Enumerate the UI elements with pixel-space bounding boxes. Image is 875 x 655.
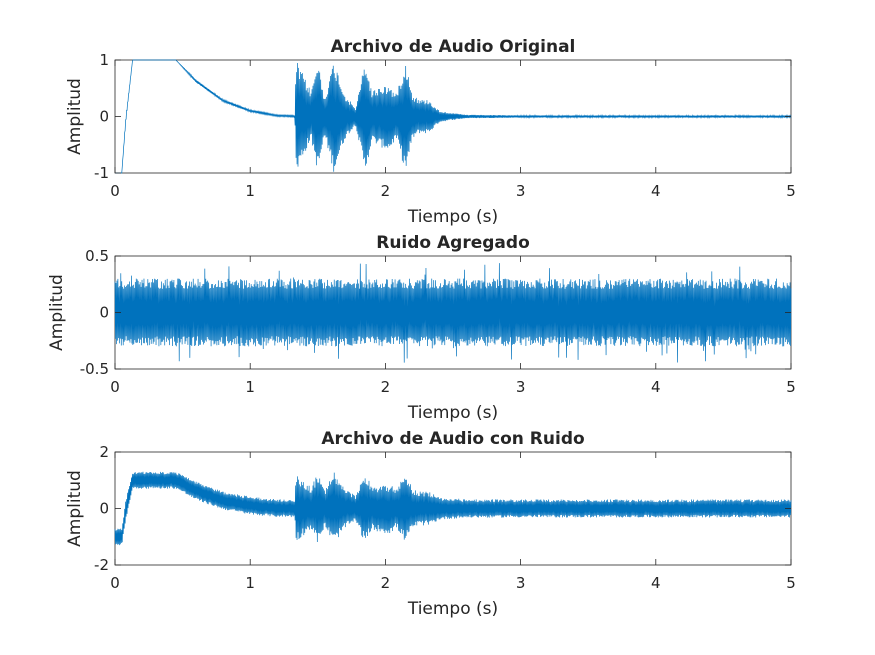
x-tick-label: 0 — [110, 182, 120, 200]
tick-group: 0 1 2 3 4 5-101 — [94, 51, 796, 200]
y-tick-label: -2 — [94, 556, 109, 574]
x-tick-label: 2 — [381, 574, 391, 592]
y-tick-label: 0.5 — [85, 247, 109, 265]
subplot-added-noise: Ruido Agregado Tiempo (s) Amplitud 0 1 2 3 4… — [47, 233, 796, 423]
x-tick-label: 1 — [245, 378, 255, 396]
x-tick-label: 5 — [786, 378, 796, 396]
chart-title: Archivo de Audio Original — [331, 37, 576, 57]
x-tick-label: 1 — [245, 574, 255, 592]
series-line-0 — [114, 263, 792, 363]
tick-group: 0 1 2 3 4 5-202 — [94, 443, 796, 592]
y-tick-label: 0 — [99, 108, 109, 126]
x-tick-label: 5 — [786, 574, 796, 592]
y-tick-label: 1 — [99, 51, 109, 69]
x-tick-label: 3 — [516, 378, 526, 396]
series-line-0 — [114, 471, 792, 546]
y-tick-label: -1 — [94, 164, 109, 182]
x-tick-label: 4 — [651, 378, 661, 396]
x-axis-label: Tiempo (s) — [407, 207, 498, 227]
y-axis-label: Amplitud — [65, 470, 85, 547]
x-tick-label: 0 — [110, 378, 120, 396]
series-line-0 — [115, 59, 792, 174]
x-tick-label: 4 — [651, 574, 661, 592]
x-tick-label: 4 — [651, 182, 661, 200]
plot-area — [115, 59, 792, 174]
x-tick-label: 2 — [381, 182, 391, 200]
x-tick-label: 1 — [245, 182, 255, 200]
x-axis-label: Tiempo (s) — [407, 599, 498, 619]
x-tick-label: 2 — [381, 378, 391, 396]
tick-group: 0 1 2 3 4 5-0.500.5 — [80, 247, 796, 396]
y-axis-label: Amplitud — [47, 274, 67, 351]
x-tick-label: 0 — [110, 574, 120, 592]
x-tick-label: 5 — [786, 182, 796, 200]
y-tick-label: 0 — [99, 304, 109, 322]
subplot-original-audio: Archivo de Audio Original Tiempo (s) Amp… — [65, 37, 796, 227]
y-axis-label: Amplitud — [65, 78, 85, 155]
chart-title: Ruido Agregado — [376, 233, 530, 253]
x-tick-label: 3 — [516, 182, 526, 200]
y-tick-label: 2 — [99, 443, 109, 461]
y-tick-label: -0.5 — [80, 360, 109, 378]
x-axis-label: Tiempo (s) — [407, 403, 498, 423]
subplot-noisy-audio: Archivo de Audio con Ruido Tiempo (s) Am… — [65, 429, 796, 619]
chart-title: Archivo de Audio con Ruido — [321, 429, 584, 449]
x-tick-label: 3 — [516, 574, 526, 592]
plot-area — [114, 263, 792, 363]
plot-area — [114, 471, 792, 546]
y-tick-label: 0 — [99, 500, 109, 518]
